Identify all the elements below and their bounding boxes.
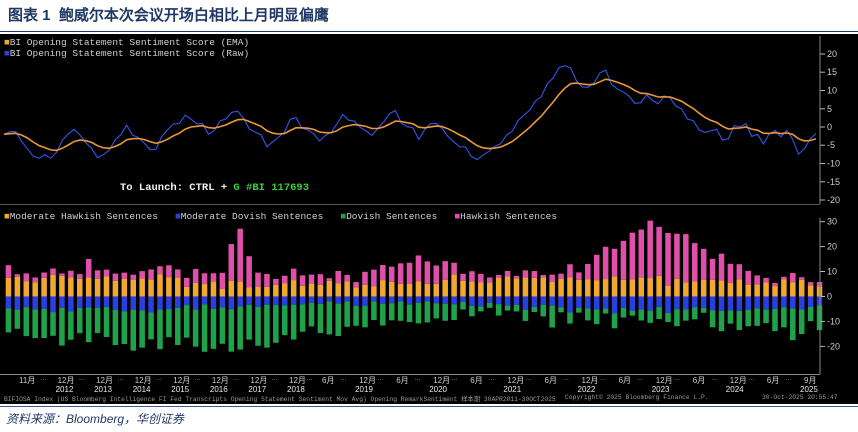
svg-text:-5: -5 xyxy=(827,140,835,150)
svg-text:20: 20 xyxy=(827,242,837,252)
svg-text:-20: -20 xyxy=(827,341,840,351)
svg-text:10: 10 xyxy=(827,267,837,277)
svg-text:-10: -10 xyxy=(827,316,840,326)
svg-text:0: 0 xyxy=(827,292,832,302)
svg-text:30: 30 xyxy=(827,218,837,227)
svg-text:20: 20 xyxy=(827,49,837,59)
svg-text:-10: -10 xyxy=(827,159,840,169)
svg-text:-15: -15 xyxy=(827,177,840,187)
svg-text:0: 0 xyxy=(827,122,832,132)
svg-text:5: 5 xyxy=(827,104,832,114)
svg-text:15: 15 xyxy=(827,67,837,77)
svg-text:10: 10 xyxy=(827,86,837,96)
svg-text:-20: -20 xyxy=(827,195,840,204)
